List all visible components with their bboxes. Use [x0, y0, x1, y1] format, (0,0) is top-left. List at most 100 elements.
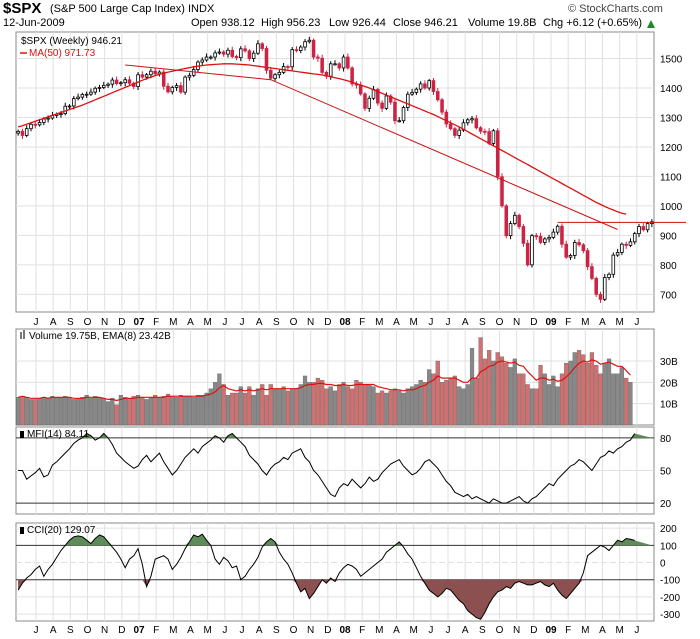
volume-bar	[135, 394, 141, 426]
volume-bar	[448, 377, 453, 426]
price-axis-tick-8: 1500	[660, 55, 683, 66]
candle-body	[564, 243, 568, 258]
price-x-label-1: A	[50, 317, 57, 328]
mfi-axis-tick-2: 80	[660, 434, 672, 445]
candle-body	[495, 130, 500, 178]
volume-bar	[598, 373, 603, 426]
candle-body	[187, 74, 192, 78]
volume-bar	[46, 398, 51, 426]
candle-body	[470, 118, 474, 121]
volume-axis-tick-1: 20B	[660, 378, 678, 389]
cci-x-label-1: A	[50, 625, 57, 636]
cci-x-label-32: M	[581, 625, 589, 636]
candle-body	[119, 82, 123, 85]
volume-bar	[140, 397, 145, 426]
price-axis-tick-5: 1200	[660, 143, 683, 154]
volume-bar	[581, 354, 586, 426]
price-x-label-16: N	[307, 317, 314, 328]
price-x-label-34: M	[615, 317, 623, 328]
volume-bar	[285, 390, 290, 426]
volume-bar	[302, 375, 308, 426]
price-x-label-24: J	[446, 317, 451, 328]
volume-ema-line	[17, 359, 631, 402]
price-x-label-22: M	[409, 317, 417, 328]
candle-body	[513, 214, 517, 224]
candle-body	[500, 176, 504, 207]
candle-body	[226, 49, 230, 55]
candle-body	[102, 84, 106, 88]
candle-body	[269, 69, 273, 79]
cci-x-label-30: 09	[545, 625, 557, 636]
volume-bar	[264, 394, 269, 426]
volume-bar	[191, 397, 196, 426]
volume-bar	[63, 396, 68, 426]
candle-body	[401, 107, 406, 122]
price-x-label-21: A	[393, 317, 400, 328]
candle-body	[384, 95, 389, 109]
candle-body	[637, 226, 641, 235]
candle-body	[337, 63, 342, 69]
cci-axis-tick-5: 200	[660, 524, 677, 535]
cci-panel	[15, 522, 655, 622]
cci-x-label-21: A	[393, 625, 400, 636]
candle-body	[440, 99, 444, 113]
price-x-label-4: N	[101, 317, 108, 328]
volume-bar	[324, 388, 329, 426]
volume-bar	[542, 373, 547, 426]
volume-bar	[157, 397, 162, 426]
candle-body	[453, 128, 457, 136]
candle-body	[624, 243, 628, 246]
volume-bar	[422, 382, 427, 426]
price-legend-ma: MA(50) 971.73	[29, 48, 96, 59]
volume-bar	[230, 392, 235, 426]
candle-body	[166, 85, 170, 93]
cci-x-label-0: J	[34, 625, 39, 636]
candle-body	[581, 244, 586, 252]
volume-bar	[110, 398, 115, 426]
candle-body	[474, 118, 479, 129]
volume-bar	[328, 386, 333, 426]
volume-bar	[504, 362, 509, 426]
volume-bar	[409, 386, 415, 426]
volume-bar	[315, 377, 320, 426]
volume-bar	[234, 392, 239, 426]
exchange-label: INDX	[188, 3, 215, 15]
cci-x-label-22: M	[409, 625, 417, 636]
volume-bar	[551, 375, 556, 426]
price-x-label-0: J	[34, 317, 39, 328]
candle-body	[645, 223, 650, 231]
mfi-axis-tick-1: 50	[660, 467, 672, 478]
volume-bar	[619, 367, 624, 426]
volume-bar	[84, 394, 89, 426]
price-x-label-19: F	[359, 317, 365, 328]
candle-body	[388, 95, 393, 103]
candle-body	[33, 123, 38, 126]
volume-bar	[307, 382, 312, 426]
volume-bar	[499, 356, 505, 426]
candle-body	[461, 122, 466, 131]
volume-bar	[41, 397, 46, 426]
cci-x-label-28: N	[513, 625, 520, 636]
volume-bar	[367, 384, 372, 426]
volume-bar	[195, 394, 201, 426]
cci-x-label-16: N	[307, 625, 314, 636]
candle-body	[153, 70, 157, 75]
mfi-legend: MFI(14) 84.11	[27, 429, 89, 440]
trendline	[125, 64, 618, 230]
candle-body	[209, 56, 213, 59]
volume-bar	[272, 388, 278, 426]
mfi-axis-tick-0: 20	[660, 499, 672, 510]
candle-body	[247, 50, 252, 59]
volume-bar	[67, 397, 72, 426]
volume-bar	[388, 390, 393, 426]
cci-x-label-10: M	[203, 625, 211, 636]
candle-body	[123, 79, 127, 84]
candle-body	[230, 49, 235, 57]
cci-axis-tick-3: 0	[660, 559, 666, 570]
candle-body	[127, 79, 132, 84]
candle-body	[607, 273, 611, 278]
candle-body	[316, 56, 320, 59]
cci-x-label-31: F	[565, 625, 571, 636]
volume-bar	[375, 392, 380, 426]
candle-body	[538, 235, 543, 243]
